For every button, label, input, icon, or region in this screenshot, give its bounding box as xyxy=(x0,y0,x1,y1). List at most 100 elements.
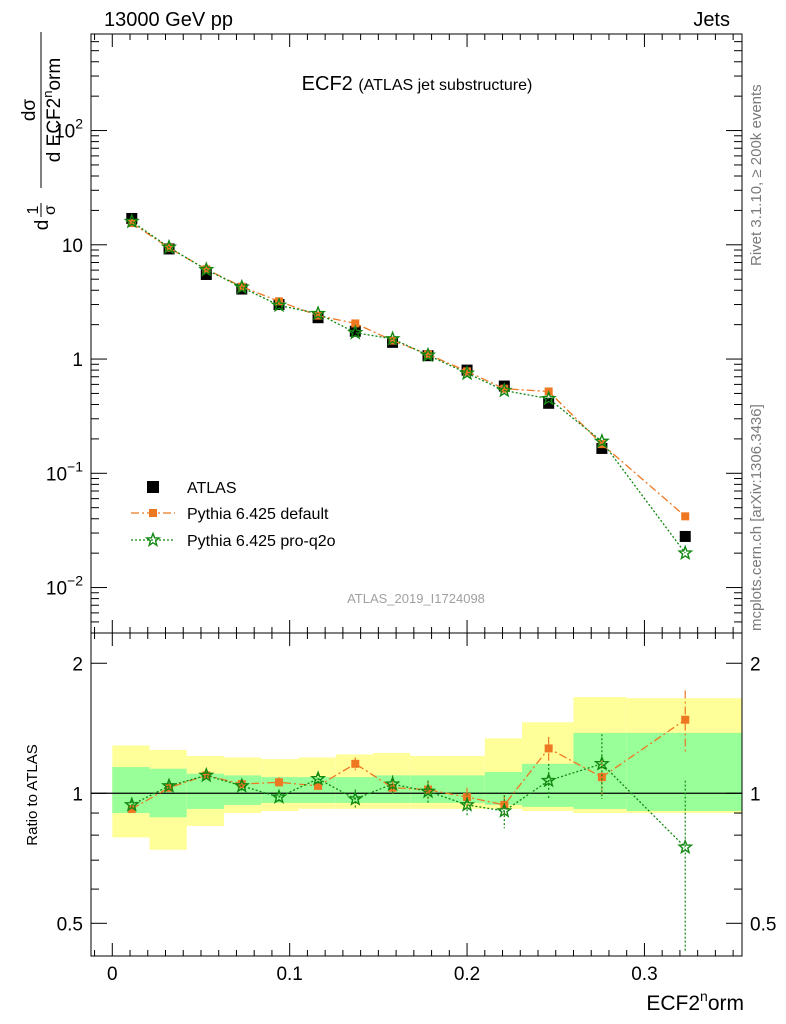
stat-uncertainty-band xyxy=(298,777,336,803)
data-point xyxy=(198,261,215,277)
data-point xyxy=(351,319,360,328)
legend-marker xyxy=(147,481,159,493)
ratio-point xyxy=(593,755,610,771)
data-point xyxy=(424,350,433,359)
data-point xyxy=(127,219,136,228)
x-tick-label: 0.3 xyxy=(631,964,657,985)
series-2 xyxy=(123,212,694,561)
x-tick-label: 0.2 xyxy=(454,964,480,985)
ratio-point xyxy=(123,796,140,812)
ratio-point xyxy=(597,773,606,782)
legend-marker xyxy=(144,531,162,547)
ratio-point xyxy=(458,796,476,812)
data-point xyxy=(679,530,691,542)
legend-label: Pythia 6.425 pro-q2o xyxy=(187,533,336,550)
ratio-point xyxy=(233,777,250,793)
ratio-tick-label-left: 2 xyxy=(72,654,83,675)
svg-text:σ: σ xyxy=(42,205,59,215)
svg-text:d: d xyxy=(32,220,53,231)
series-line xyxy=(131,222,686,517)
ratio-point xyxy=(270,788,288,804)
ratio-y-ticks xyxy=(91,662,742,924)
data-point xyxy=(388,336,397,345)
ratio-point xyxy=(198,766,215,783)
svg-text:d ECF2norm: d ECF2norm xyxy=(40,58,65,162)
data-point xyxy=(459,364,476,381)
series-1 xyxy=(127,219,690,521)
ratio-series-2 xyxy=(123,734,694,952)
y-tick-label: 10 xyxy=(62,236,83,257)
data-point xyxy=(543,397,555,409)
ratio-point xyxy=(496,802,513,818)
ratio-point xyxy=(351,759,360,768)
ratio-point xyxy=(237,780,246,789)
ratio-point xyxy=(681,715,690,724)
stat-uncertainty-band xyxy=(522,763,574,807)
data-point xyxy=(233,278,250,295)
stat-uncertainty-band xyxy=(626,732,742,811)
svg-text:1: 1 xyxy=(25,205,42,214)
ratio-tick-label-left: 0.5 xyxy=(57,914,83,935)
data-point xyxy=(384,330,401,346)
y-axis-label: 1 σd dσ d ECF2norm xyxy=(19,32,65,230)
header-left: 13000 GeV pp xyxy=(104,9,233,31)
ratio-point xyxy=(161,777,178,793)
ratio-tick-label-left: 1 xyxy=(72,784,83,805)
header-right: Jets xyxy=(693,9,730,31)
ratio-tick-label-right: 1 xyxy=(750,784,761,805)
legend-marker xyxy=(149,509,157,517)
series-line xyxy=(131,220,686,554)
data-point xyxy=(349,325,361,337)
ratio-tick-label-right: 2 xyxy=(750,654,761,675)
chart-title: ECF2 (ATLAS jet substructure) xyxy=(302,73,533,95)
data-point xyxy=(463,367,472,376)
legend-label: ATLAS xyxy=(187,480,237,497)
svg-text:dσ: dσ xyxy=(19,99,40,122)
stat-uncertainty-band xyxy=(484,772,523,805)
ratio-point xyxy=(540,772,557,788)
y-tick-label: 1 xyxy=(72,350,83,371)
ratio-y-axis-label: Ratio to ATLAS xyxy=(24,744,41,845)
y-axis-ticks xyxy=(91,33,742,634)
ratio-point xyxy=(384,775,401,792)
ratio-point xyxy=(275,778,284,787)
data-point xyxy=(593,432,610,449)
x-tick-label: 0.1 xyxy=(276,964,302,985)
ratio-point xyxy=(544,744,553,753)
data-point xyxy=(123,212,140,229)
ratio-point xyxy=(677,838,694,855)
data-point xyxy=(540,390,557,406)
data-point xyxy=(677,544,694,561)
data-point xyxy=(681,512,690,521)
legend: ATLAS Pythia 6.425 default Pythia 6.425 pr… xyxy=(131,480,336,550)
data-point xyxy=(275,297,284,306)
analysis-watermark: ATLAS_2019_I1724098 xyxy=(347,591,485,606)
ratio-line xyxy=(131,763,686,848)
ratio-point xyxy=(127,804,136,813)
ratio-point xyxy=(314,781,323,790)
ratio-line xyxy=(131,719,686,810)
data-point xyxy=(126,212,138,224)
y-tick-label: 102 xyxy=(54,116,83,143)
ratio-plot-frame xyxy=(90,632,743,957)
data-point xyxy=(500,384,509,393)
x-axis-ticks xyxy=(94,34,734,956)
ratio-point xyxy=(347,790,364,806)
stat-uncertainty-band xyxy=(573,732,627,809)
y-tick-label: 10−2 xyxy=(46,573,83,600)
ratio-point xyxy=(310,770,327,786)
data-point xyxy=(596,442,608,454)
data-point xyxy=(161,238,178,255)
legend-label: Pythia 6.425 default xyxy=(187,506,329,523)
data-point xyxy=(496,381,513,398)
data-point xyxy=(309,305,327,321)
ratio-point xyxy=(419,782,437,799)
data-point xyxy=(419,346,437,363)
data-point xyxy=(347,324,364,340)
data-point xyxy=(200,268,212,280)
x-axis-label: ECF2norm xyxy=(646,988,744,1015)
x-tick-label: 0 xyxy=(107,964,118,985)
y-tick-label: 10−1 xyxy=(46,458,83,485)
data-point xyxy=(270,296,288,313)
